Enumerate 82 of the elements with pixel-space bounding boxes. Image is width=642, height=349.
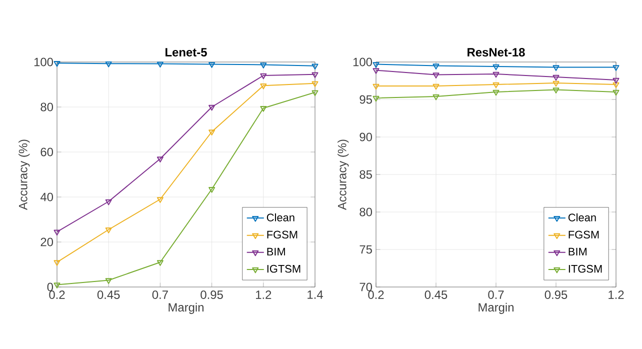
- y-tick-label: 90: [360, 132, 372, 142]
- legend-label: BIM: [267, 248, 285, 256]
- point: [492, 72, 500, 78]
- point: [54, 282, 60, 288]
- x-axis-title: Margin: [168, 302, 204, 314]
- point: [372, 68, 380, 74]
- x-tick-label: 0.7: [152, 290, 168, 299]
- x-tick-label: 0.95: [544, 290, 568, 299]
- point: [372, 84, 380, 90]
- y-tick-label: 60: [40, 148, 54, 156]
- point: [612, 78, 620, 84]
- point: [312, 81, 318, 88]
- point: [612, 90, 620, 96]
- legend-label: FGSM: [568, 230, 599, 239]
- point: [372, 96, 380, 102]
- legend-label: IGTSM: [267, 264, 300, 273]
- point: [105, 278, 112, 284]
- y-tick-label: 80: [40, 102, 54, 112]
- point: [156, 156, 164, 162]
- chart-title: ResNet-18: [468, 48, 525, 56]
- point: [260, 106, 267, 112]
- point: [552, 65, 560, 71]
- x-tick-label: 0.2: [49, 290, 65, 299]
- y-axis-title: Accuracy (%): [18, 140, 30, 210]
- point: [156, 197, 164, 203]
- x-tick-label: 0.45: [424, 290, 448, 299]
- point: [432, 72, 440, 78]
- chart-title: Lenet-5: [166, 48, 207, 56]
- point: [54, 230, 60, 236]
- point: [432, 94, 440, 100]
- point: [492, 82, 500, 88]
- point: [492, 64, 500, 70]
- point: [312, 90, 318, 96]
- point: [156, 62, 164, 68]
- legend-label: ITGSM: [568, 264, 602, 273]
- y-tick-label: 100: [34, 58, 54, 66]
- x-tick-label: 0.45: [97, 290, 120, 299]
- y-tick-label: 20: [40, 238, 54, 246]
- point: [54, 61, 60, 67]
- point: [260, 62, 267, 68]
- y-tick-label: 100: [353, 58, 372, 66]
- y-tick-label: 40: [40, 192, 54, 202]
- legend-label: Clean: [266, 213, 294, 222]
- point: [372, 62, 380, 68]
- point: [312, 64, 318, 70]
- point: [105, 199, 112, 206]
- x-tick-label: 0.95: [200, 290, 223, 299]
- x-tick-label: 1.2: [256, 290, 272, 299]
- point: [552, 88, 560, 94]
- point: [612, 82, 620, 88]
- legend-label: Clean: [568, 213, 596, 222]
- y-tick-label: 95: [360, 95, 372, 104]
- point: [552, 80, 560, 87]
- x-tick-label: 0.2: [368, 290, 384, 299]
- point: [156, 260, 164, 266]
- point: [208, 62, 216, 68]
- point: [208, 104, 216, 111]
- point: [208, 187, 216, 193]
- point: [432, 84, 440, 90]
- point: [552, 74, 560, 81]
- x-tick-label: 1.2: [608, 290, 624, 299]
- y-tick-label: 80: [360, 208, 372, 216]
- point: [208, 130, 216, 136]
- point: [312, 72, 318, 78]
- y-tick-label: 0: [47, 282, 54, 292]
- point: [432, 64, 440, 70]
- y-axis-title: Accuracy (%): [338, 140, 349, 210]
- point: [105, 61, 112, 68]
- x-tick-label: 0.7: [488, 290, 504, 299]
- y-tick-label: 75: [360, 245, 372, 254]
- x-axis-title: Margin: [478, 302, 514, 314]
- point: [612, 65, 620, 71]
- point: [492, 90, 500, 96]
- y-tick-label: 85: [360, 170, 372, 179]
- point: [54, 260, 60, 266]
- legend-label: FGSM: [267, 230, 298, 239]
- legend-label: BIM: [568, 248, 586, 256]
- y-tick-label: 70: [360, 282, 372, 292]
- point: [260, 73, 267, 80]
- point: [260, 84, 267, 90]
- x-tick-label: 1.4: [308, 290, 323, 299]
- point: [105, 228, 112, 234]
